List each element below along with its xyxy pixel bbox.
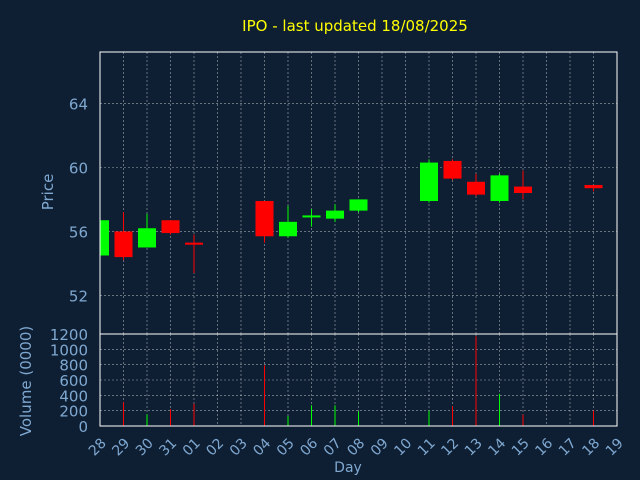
x-tick-label: 08 <box>344 435 368 459</box>
candle-body <box>138 228 156 248</box>
price-tick-label: 64 <box>69 95 88 113</box>
x-tick-label: 19 <box>603 435 627 459</box>
volume-tick-label: 1000 <box>50 341 88 359</box>
candle-body <box>584 184 603 189</box>
volume-tick-label: 400 <box>59 387 88 405</box>
price-axis-label: Price <box>39 174 57 211</box>
x-tick-label: 05 <box>274 435 298 459</box>
x-tick-label: 14 <box>485 435 509 459</box>
candle-body <box>514 186 532 193</box>
candle-body <box>420 162 438 202</box>
x-axis-label: Day <box>334 460 362 476</box>
candle-body <box>443 160 462 179</box>
price-tick-label: 52 <box>69 288 88 306</box>
candle-body <box>185 242 203 245</box>
x-tick-label: 11 <box>415 435 439 459</box>
price-tick-label: 60 <box>69 159 88 177</box>
candles <box>100 159 603 274</box>
x-tick-label: 01 <box>180 435 204 459</box>
x-tick-label: 02 <box>203 435 227 459</box>
x-tick-label: 17 <box>556 435 580 459</box>
x-tick-label: 09 <box>368 435 392 459</box>
volume-frame <box>99 333 618 427</box>
candle-body <box>490 175 509 202</box>
volume-axis-label: Volume (0000) <box>17 326 35 436</box>
candle-body <box>467 181 485 195</box>
x-tick-label: 15 <box>509 435 533 459</box>
candle-body <box>349 199 368 211</box>
x-tick-label: 30 <box>133 435 157 459</box>
candle-body <box>255 201 274 237</box>
candle-body <box>302 215 321 218</box>
x-tick-label: 28 <box>86 435 110 459</box>
x-tick-label: 18 <box>579 435 603 459</box>
x-tick-label: 13 <box>462 435 486 459</box>
x-tick-label: 07 <box>321 435 345 459</box>
x-tick-label: 04 <box>250 435 274 459</box>
volume-tick-label: 800 <box>59 357 88 375</box>
volume-tick-label: 1200 <box>50 326 88 344</box>
x-tick-label: 16 <box>532 435 556 459</box>
candle-body <box>100 220 109 256</box>
candle-body <box>161 220 180 234</box>
x-tick-label: 29 <box>109 435 133 459</box>
candle-body <box>114 231 133 258</box>
x-tick-label: 10 <box>391 435 415 459</box>
x-tick-label: 31 <box>156 435 180 459</box>
x-tick-label: 03 <box>227 435 251 459</box>
candle-body <box>279 221 297 237</box>
x-tick-label: 06 <box>297 435 321 459</box>
chart-title: IPO - last updated 18/08/2025 <box>242 17 468 35</box>
x-tick-label: 12 <box>438 435 462 459</box>
volume-tick-label: 200 <box>59 403 88 421</box>
candle-body <box>326 210 344 219</box>
volume-tick-label: 0 <box>78 418 88 436</box>
price-panel: 52 56 60 64 <box>69 51 618 335</box>
price-tick-label: 56 <box>69 223 88 241</box>
volume-tick-label: 600 <box>59 372 88 390</box>
